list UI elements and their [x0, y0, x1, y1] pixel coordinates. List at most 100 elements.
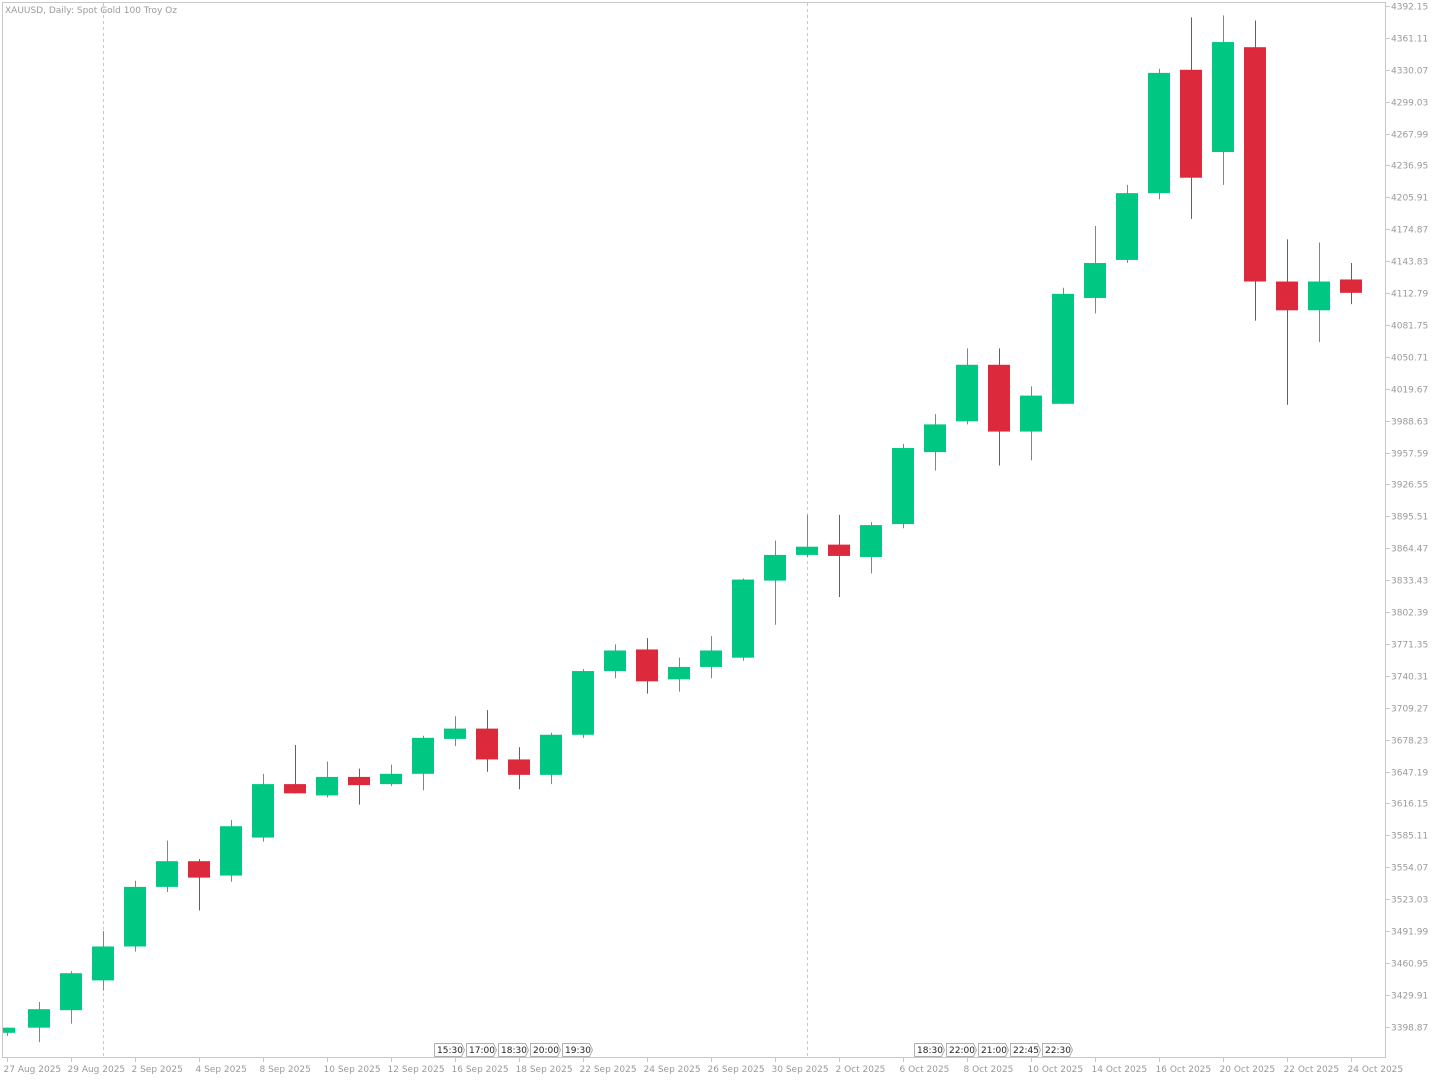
candle[interactable] — [124, 880, 146, 952]
candle[interactable] — [1212, 15, 1234, 185]
candle-body — [668, 666, 690, 680]
candle-body — [28, 1009, 50, 1028]
candle[interactable] — [668, 657, 690, 692]
y-tick-label: 3554.07 — [1391, 864, 1428, 874]
session-tag-label: 22:45 — [1013, 1046, 1039, 1056]
session-tag-label: 17:00 — [469, 1046, 495, 1056]
y-tick-label: 4081.75 — [1391, 322, 1428, 332]
y-tick-label: 4236.95 — [1391, 162, 1428, 172]
candle-body — [924, 424, 946, 453]
y-tick-label: 4205.91 — [1391, 194, 1428, 204]
candle[interactable] — [828, 514, 850, 598]
candle[interactable] — [1084, 226, 1106, 314]
candle[interactable] — [1052, 287, 1074, 404]
candle[interactable] — [860, 522, 882, 574]
y-tick-label: 3802.39 — [1391, 609, 1428, 619]
y-tick-label: 4143.83 — [1391, 258, 1428, 268]
candle[interactable] — [796, 514, 818, 557]
y-tick-label: 3585.11 — [1391, 832, 1428, 842]
y-tick-label: 3926.55 — [1391, 481, 1428, 491]
session-tag-label: 22:00 — [949, 1046, 975, 1056]
session-tag-box — [434, 1043, 466, 1057]
session-tag-box — [1010, 1043, 1042, 1057]
session-tag-label: 19:30 — [565, 1046, 591, 1056]
candle[interactable] — [412, 735, 434, 791]
candle-body — [860, 525, 882, 557]
y-tick-label: 4174.87 — [1391, 226, 1428, 236]
y-tick-label: 4361.11 — [1391, 35, 1428, 45]
candle-body — [220, 826, 242, 876]
x-tick-label: 27 Aug 2025 — [4, 1065, 62, 1075]
candle-body — [892, 448, 914, 525]
candle[interactable] — [92, 931, 114, 991]
candle[interactable] — [1244, 20, 1266, 321]
candle-body — [796, 546, 818, 555]
candle[interactable] — [540, 732, 562, 785]
session-tag-label: 21:00 — [981, 1046, 1007, 1056]
candle-body — [3, 1027, 15, 1033]
candle-body — [284, 784, 306, 794]
y-tick-label: 3709.27 — [1391, 705, 1428, 715]
y-tick-label: 3616.15 — [1391, 800, 1428, 810]
candle[interactable] — [892, 443, 914, 529]
y-tick-label: 3957.59 — [1391, 450, 1428, 460]
candle[interactable] — [3, 1027, 15, 1036]
session-tag: 21:00 — [978, 1043, 1010, 1057]
candle[interactable] — [1308, 242, 1330, 343]
candle[interactable] — [284, 745, 306, 794]
period-separators — [103, 3, 808, 1058]
candle[interactable] — [1020, 386, 1042, 461]
session-tag-label: 18:30 — [501, 1046, 527, 1056]
candle[interactable] — [316, 761, 338, 798]
y-tick-label: 3833.43 — [1391, 577, 1428, 587]
candle[interactable] — [476, 710, 498, 772]
candle[interactable] — [252, 773, 274, 842]
candle-body — [540, 734, 562, 775]
candle[interactable] — [732, 578, 754, 661]
candle[interactable] — [188, 859, 210, 911]
candle[interactable] — [28, 1001, 50, 1043]
candle-body — [412, 737, 434, 774]
candle-body — [1052, 293, 1074, 404]
session-tag: 22:45 — [1010, 1043, 1042, 1057]
candle[interactable] — [380, 764, 402, 787]
candle[interactable] — [604, 644, 626, 679]
candle[interactable] — [636, 638, 658, 694]
candle[interactable] — [956, 348, 978, 425]
candle[interactable] — [572, 668, 594, 738]
candle[interactable] — [764, 540, 786, 625]
candle[interactable] — [348, 768, 370, 805]
candle[interactable] — [1340, 263, 1362, 305]
y-tick-label: 4392.15 — [1391, 3, 1428, 13]
x-tick-label: 14 Oct 2025 — [1092, 1065, 1148, 1075]
candle-body — [1276, 281, 1298, 311]
candle[interactable] — [220, 820, 242, 882]
session-tags: 15:30 17:00 18:30 20:00 19:30 18:30 22:00 21:00… — [434, 1043, 1074, 1057]
candle-body — [188, 861, 210, 878]
candle[interactable] — [700, 636, 722, 679]
y-tick-label: 3398.87 — [1391, 1024, 1428, 1034]
candles[interactable] — [3, 15, 1362, 1043]
candle[interactable] — [1180, 17, 1202, 219]
candle[interactable] — [924, 414, 946, 471]
candle-body — [1340, 279, 1362, 293]
x-tick-label: 2 Sep 2025 — [132, 1065, 183, 1075]
session-tag-box — [466, 1043, 498, 1057]
candle[interactable] — [1148, 68, 1170, 200]
candle[interactable] — [444, 716, 466, 747]
session-tag: 18:30 — [498, 1043, 530, 1057]
session-tag-box — [562, 1043, 594, 1057]
y-tick-label: 3988.63 — [1391, 418, 1428, 428]
candle[interactable] — [508, 747, 530, 790]
candle[interactable] — [988, 348, 1010, 466]
x-tick-label: 10 Oct 2025 — [1028, 1065, 1084, 1075]
y-tick-label: 4050.71 — [1391, 354, 1428, 364]
candle[interactable] — [60, 971, 82, 1024]
candle[interactable] — [1116, 184, 1138, 264]
candle[interactable] — [1276, 239, 1298, 405]
session-tag-box — [978, 1043, 1010, 1057]
candle[interactable] — [156, 840, 178, 893]
session-tag-label: 18:30 — [917, 1046, 943, 1056]
